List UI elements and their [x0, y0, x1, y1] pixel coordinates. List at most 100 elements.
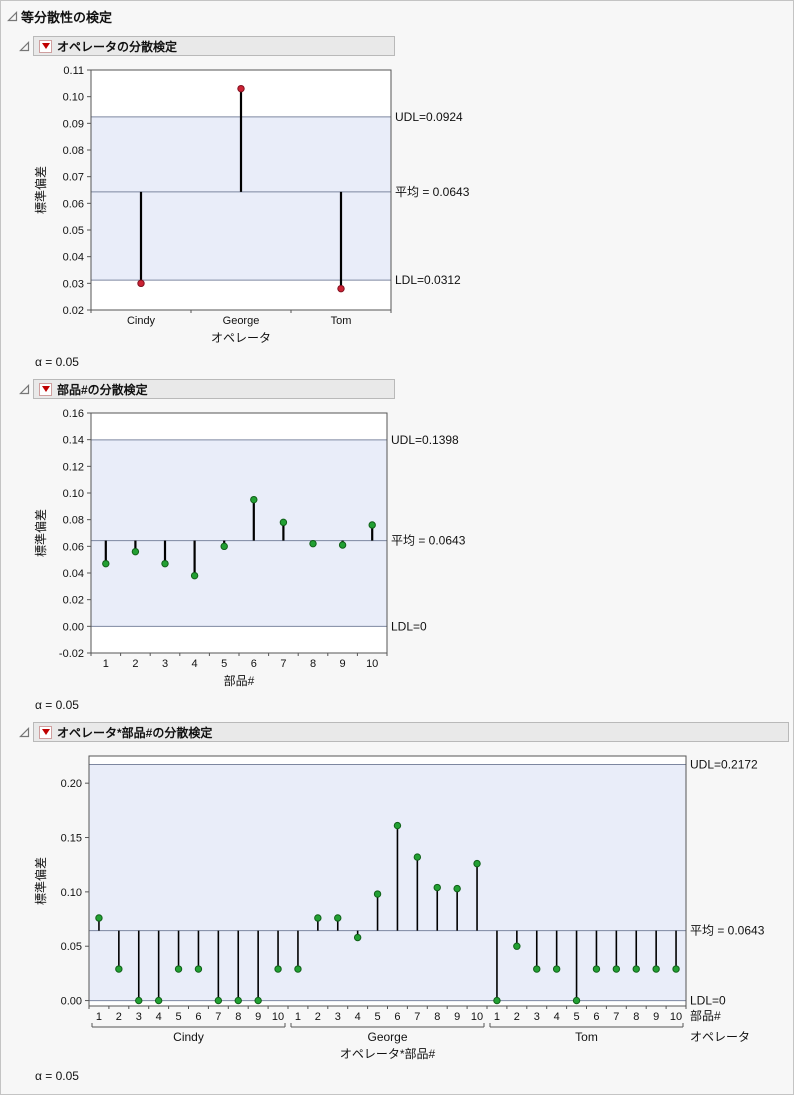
svg-text:平均 = 0.0643: 平均 = 0.0643	[391, 534, 466, 548]
svg-text:オペレータ: オペレータ	[690, 1030, 750, 1044]
svg-text:0.00: 0.00	[63, 621, 84, 633]
svg-text:0.04: 0.04	[63, 252, 84, 264]
svg-text:1: 1	[295, 1011, 301, 1023]
svg-text:8: 8	[633, 1011, 639, 1023]
section-operator-part-variance: オペレータ*部品#の分散検定 0.00 0.05 0.10 0.15 0.20 1 2 3 4 5…	[19, 722, 789, 1083]
svg-text:7: 7	[414, 1011, 420, 1023]
svg-text:8: 8	[235, 1011, 241, 1023]
svg-text:10: 10	[670, 1011, 682, 1023]
svg-text:9: 9	[454, 1011, 460, 1023]
svg-text:UDL=0.0924: UDL=0.0924	[395, 110, 463, 124]
svg-text:George: George	[367, 1030, 407, 1044]
svg-text:0.10: 0.10	[63, 488, 84, 500]
svg-text:0.06: 0.06	[63, 541, 84, 553]
svg-text:George: George	[223, 315, 260, 327]
disclosure-triangle-icon[interactable]	[19, 40, 30, 52]
svg-text:6: 6	[394, 1011, 400, 1023]
svg-text:0.02: 0.02	[63, 595, 84, 607]
disclosure-triangle-icon[interactable]	[19, 726, 30, 738]
svg-text:0.08: 0.08	[63, 145, 84, 157]
svg-text:0.00: 0.00	[61, 996, 82, 1008]
disclosure-triangle-icon[interactable]	[19, 383, 30, 395]
svg-text:部品#: 部品#	[690, 1008, 721, 1023]
svg-text:1: 1	[103, 658, 109, 670]
section-header-row: オペレータ*部品#の分散検定	[19, 722, 789, 742]
svg-text:10: 10	[471, 1011, 483, 1023]
svg-text:Cindy: Cindy	[173, 1030, 204, 1044]
svg-text:6: 6	[593, 1011, 599, 1023]
svg-text:4: 4	[192, 658, 198, 670]
svg-text:0.05: 0.05	[63, 225, 84, 237]
svg-text:0.15: 0.15	[61, 833, 82, 845]
svg-text:6: 6	[195, 1011, 201, 1023]
svg-text:0.08: 0.08	[63, 515, 84, 527]
svg-text:7: 7	[280, 658, 286, 670]
svg-text:LDL=0.0312: LDL=0.0312	[395, 273, 461, 287]
svg-text:0.06: 0.06	[63, 198, 84, 210]
svg-text:8: 8	[310, 658, 316, 670]
svg-text:10: 10	[272, 1011, 284, 1023]
red-triangle-icon	[41, 43, 50, 49]
svg-text:5: 5	[573, 1011, 579, 1023]
section-title: 部品#の分散検定	[57, 382, 148, 397]
svg-text:平均 = 0.0643: 平均 = 0.0643	[690, 924, 765, 938]
svg-text:0.11: 0.11	[63, 65, 84, 77]
svg-text:4: 4	[156, 1011, 162, 1023]
svg-text:7: 7	[613, 1011, 619, 1023]
svg-text:2: 2	[132, 658, 138, 670]
svg-text:2: 2	[514, 1011, 520, 1023]
part-variance-chart: -0.02 0.00 0.02 0.04 0.06 0.08 0.10 0.12 0.14 0.1…	[33, 408, 466, 688]
svg-text:平均 = 0.0643: 平均 = 0.0643	[395, 185, 470, 199]
svg-text:標準偏差: 標準偏差	[33, 509, 48, 557]
svg-text:2: 2	[116, 1011, 122, 1023]
outline-root-header: 等分散性の検定	[7, 7, 789, 26]
svg-text:9: 9	[255, 1011, 261, 1023]
svg-text:5: 5	[175, 1011, 181, 1023]
svg-text:7: 7	[215, 1011, 221, 1023]
section-title: オペレータの分散検定	[57, 39, 178, 54]
svg-text:0.02: 0.02	[63, 305, 84, 317]
svg-text:6: 6	[251, 658, 257, 670]
svg-text:8: 8	[434, 1011, 440, 1023]
svg-text:0.14: 0.14	[63, 435, 84, 447]
outline-header-bar: オペレータの分散検定	[33, 36, 395, 56]
operator-variance-chart: 0.02 0.03 0.04 0.05 0.06 0.07 0.08 0.09 0.10 0.11…	[33, 65, 470, 345]
svg-text:Tom: Tom	[331, 315, 352, 327]
alpha-label: α = 0.05	[35, 698, 79, 712]
svg-text:1: 1	[494, 1011, 500, 1023]
svg-text:標準偏差: 標準偏差	[33, 857, 48, 905]
page-title: 等分散性の検定	[21, 10, 113, 25]
svg-text:1: 1	[96, 1011, 102, 1023]
svg-text:0.09: 0.09	[63, 118, 84, 130]
svg-text:LDL=0: LDL=0	[690, 994, 726, 1008]
operator-part-variance-chart: 0.00 0.05 0.10 0.15 0.20 1 2 3 4 5 6 7 8 9 10 1 2 3 4 5 6 7 8 9…	[33, 755, 765, 1061]
svg-text:4: 4	[355, 1011, 361, 1023]
svg-text:0.10: 0.10	[61, 887, 82, 899]
svg-text:LDL=0: LDL=0	[391, 619, 427, 633]
svg-text:0.07: 0.07	[63, 172, 84, 184]
svg-text:9: 9	[653, 1011, 659, 1023]
red-triangle-menu-button[interactable]	[39, 725, 52, 739]
svg-text:0.03: 0.03	[63, 278, 84, 290]
svg-text:0.16: 0.16	[63, 408, 84, 420]
disclosure-triangle-icon[interactable]	[7, 11, 18, 22]
svg-text:3: 3	[335, 1011, 341, 1023]
svg-text:Cindy: Cindy	[127, 315, 156, 327]
svg-text:0.04: 0.04	[63, 568, 84, 580]
section-header-row: 部品#の分散検定	[19, 379, 789, 399]
red-triangle-icon	[41, 729, 50, 735]
svg-text:UDL=0.2172: UDL=0.2172	[690, 757, 758, 771]
svg-text:UDL=0.1398: UDL=0.1398	[391, 433, 459, 447]
red-triangle-menu-button[interactable]	[39, 382, 52, 396]
svg-text:9: 9	[340, 658, 346, 670]
svg-text:10: 10	[366, 658, 378, 670]
svg-text:5: 5	[221, 658, 227, 670]
outline-header-bar: オペレータ*部品#の分散検定	[33, 722, 789, 742]
svg-text:オペレータ: オペレータ	[211, 331, 271, 345]
red-triangle-icon	[41, 386, 50, 392]
red-triangle-menu-button[interactable]	[39, 39, 52, 53]
section-header-row: オペレータの分散検定	[19, 36, 789, 56]
outline-header-bar: 部品#の分散検定	[33, 379, 395, 399]
svg-text:標準偏差: 標準偏差	[33, 166, 48, 214]
